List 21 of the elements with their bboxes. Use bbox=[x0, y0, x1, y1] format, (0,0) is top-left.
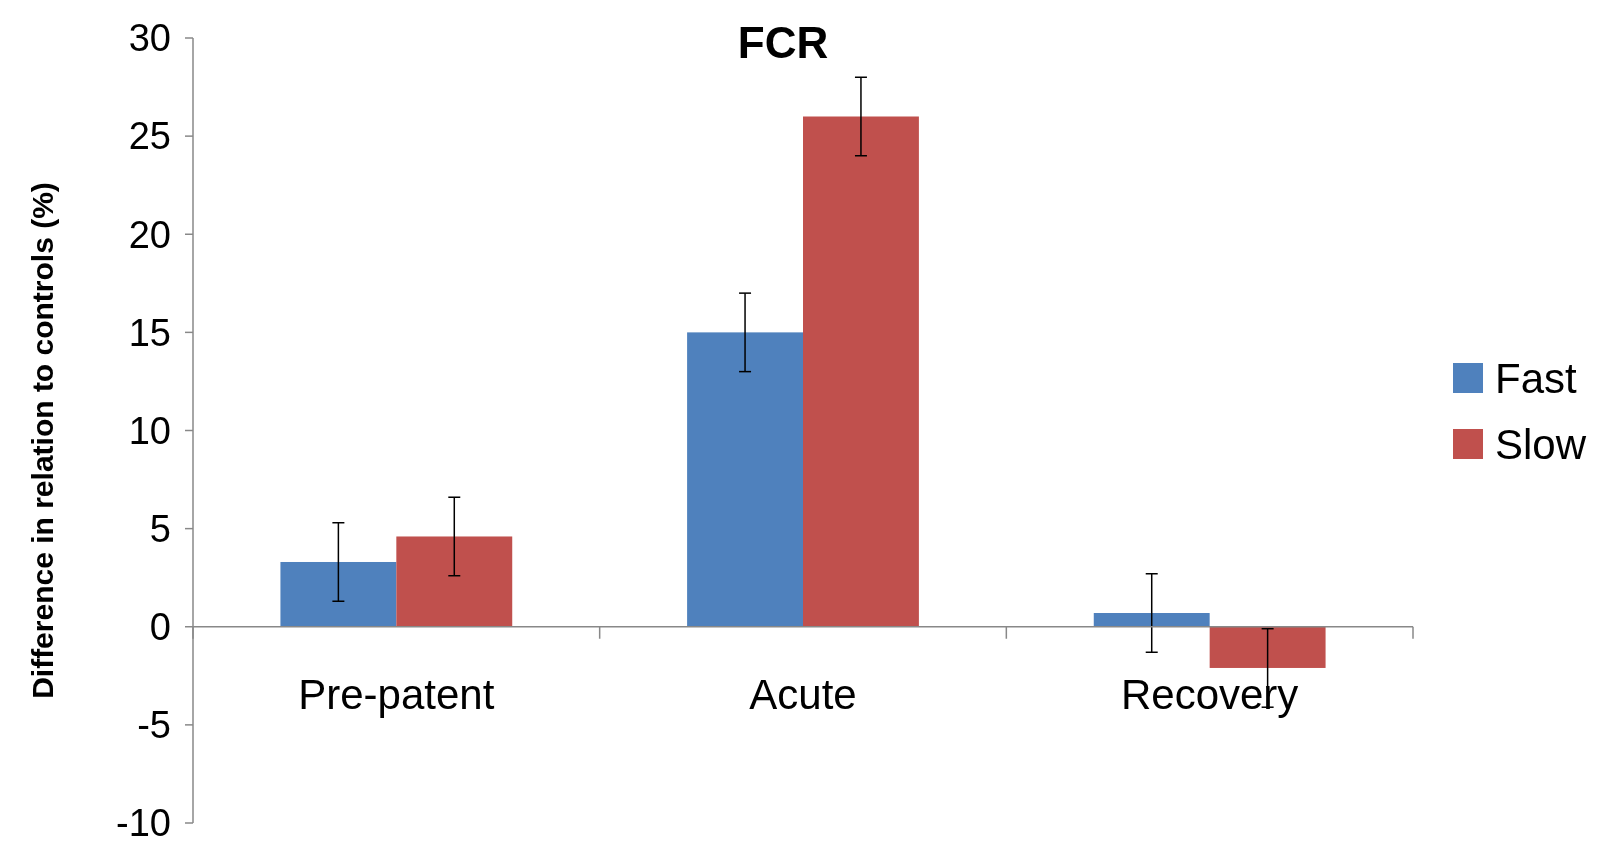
y-tick-label: -10 bbox=[116, 802, 171, 844]
bar bbox=[280, 561, 397, 627]
y-axis-title: Difference in relation to controls (%) bbox=[26, 182, 59, 699]
bar bbox=[803, 116, 919, 627]
y-tick-label: 5 bbox=[149, 507, 171, 550]
y-tick-label: 20 bbox=[128, 213, 171, 256]
y-tick-label: 10 bbox=[128, 409, 171, 452]
y-tick-label: 0 bbox=[149, 606, 171, 649]
chart-title: FCR bbox=[737, 18, 829, 67]
bar bbox=[396, 536, 513, 627]
x-tick-label: Pre-patent bbox=[298, 670, 495, 718]
x-tick-label: Acute bbox=[749, 670, 857, 718]
bar bbox=[1209, 626, 1326, 668]
y-tick-label: -5 bbox=[137, 704, 171, 747]
legend-label: Slow bbox=[1495, 420, 1587, 468]
bar bbox=[1093, 613, 1210, 627]
y-tick-label: 25 bbox=[128, 115, 171, 158]
y-tick-label: 30 bbox=[128, 17, 171, 60]
legend-label: Fast bbox=[1495, 354, 1578, 402]
bar bbox=[687, 332, 803, 627]
y-tick-label: 15 bbox=[128, 311, 171, 354]
